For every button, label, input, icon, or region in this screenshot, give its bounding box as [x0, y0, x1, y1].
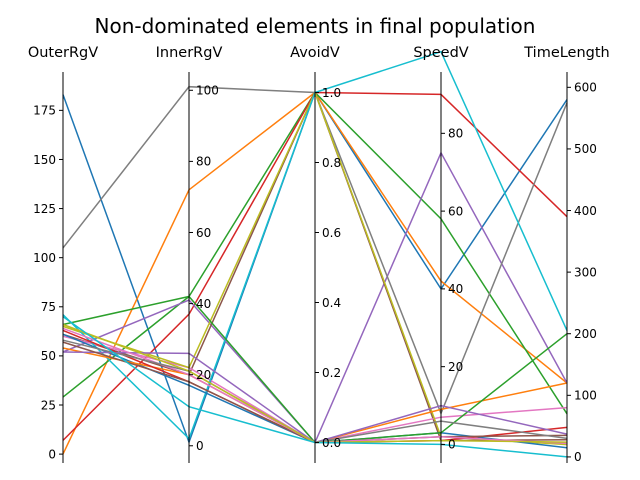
tick-label: 60: [196, 226, 211, 240]
tick-label: 100: [196, 84, 219, 98]
tick-label: 75: [41, 300, 56, 314]
tick-label: 50: [41, 349, 56, 363]
tick-label: 0.2: [322, 366, 341, 380]
axis-outerrgv: OuterRgV 0 25 50 75 100 125 150 175: [28, 45, 98, 463]
axis-timelength: TimeLength 0 100 200 300 400 500 600: [523, 45, 610, 464]
tick-label: 175: [33, 104, 56, 118]
tick-label: 0.4: [322, 296, 341, 310]
axis-label: OuterRgV: [28, 45, 98, 61]
tick-label: 125: [33, 202, 56, 216]
axis-innerrgv: InnerRgV 0 20 40 60 80 100: [156, 45, 223, 463]
tick-label: 400: [574, 204, 597, 218]
tick-label: 25: [41, 398, 56, 412]
tick-label: 600: [574, 81, 597, 95]
tick-label: 300: [574, 265, 597, 279]
tick-label: 80: [448, 127, 463, 141]
tick-label: 0.8: [322, 156, 341, 170]
tick-label: 0.0: [322, 436, 341, 450]
tick-label: 200: [574, 327, 597, 341]
tick-label: 20: [196, 368, 211, 382]
tick-label: 1.0: [322, 86, 341, 100]
axis-avoidv: AvoidV 0.0 0.2 0.4 0.6 0.8 1.0: [290, 45, 341, 463]
tick-label: 80: [196, 155, 211, 169]
tick-label: 0: [574, 450, 582, 464]
tick-label: 100: [33, 251, 56, 265]
axis-label: SpeedV: [413, 45, 468, 61]
axis-speedv: SpeedV 0 20 40 60 80: [413, 45, 469, 463]
tick-label: 0: [196, 439, 204, 453]
tick-label: 40: [196, 297, 211, 311]
tick-label: 500: [574, 142, 597, 156]
axis-label: InnerRgV: [156, 45, 223, 61]
tick-label: 60: [448, 204, 463, 218]
tick-label: 150: [33, 153, 56, 167]
tick-label: 20: [448, 360, 463, 374]
tick-label: 40: [448, 282, 463, 296]
tick-label: 0: [48, 447, 56, 461]
tick-label: 0: [448, 438, 456, 452]
tick-label: 0.6: [322, 226, 341, 240]
axis-label: AvoidV: [290, 45, 340, 61]
tick-label: 100: [574, 389, 597, 403]
chart-title: Non-dominated elements in final populati…: [95, 14, 536, 38]
axis-label: TimeLength: [523, 45, 610, 61]
axes-layer: OuterRgV 0 25 50 75 100 125 150 175 InnerRgV 0 20 40…: [28, 45, 610, 464]
